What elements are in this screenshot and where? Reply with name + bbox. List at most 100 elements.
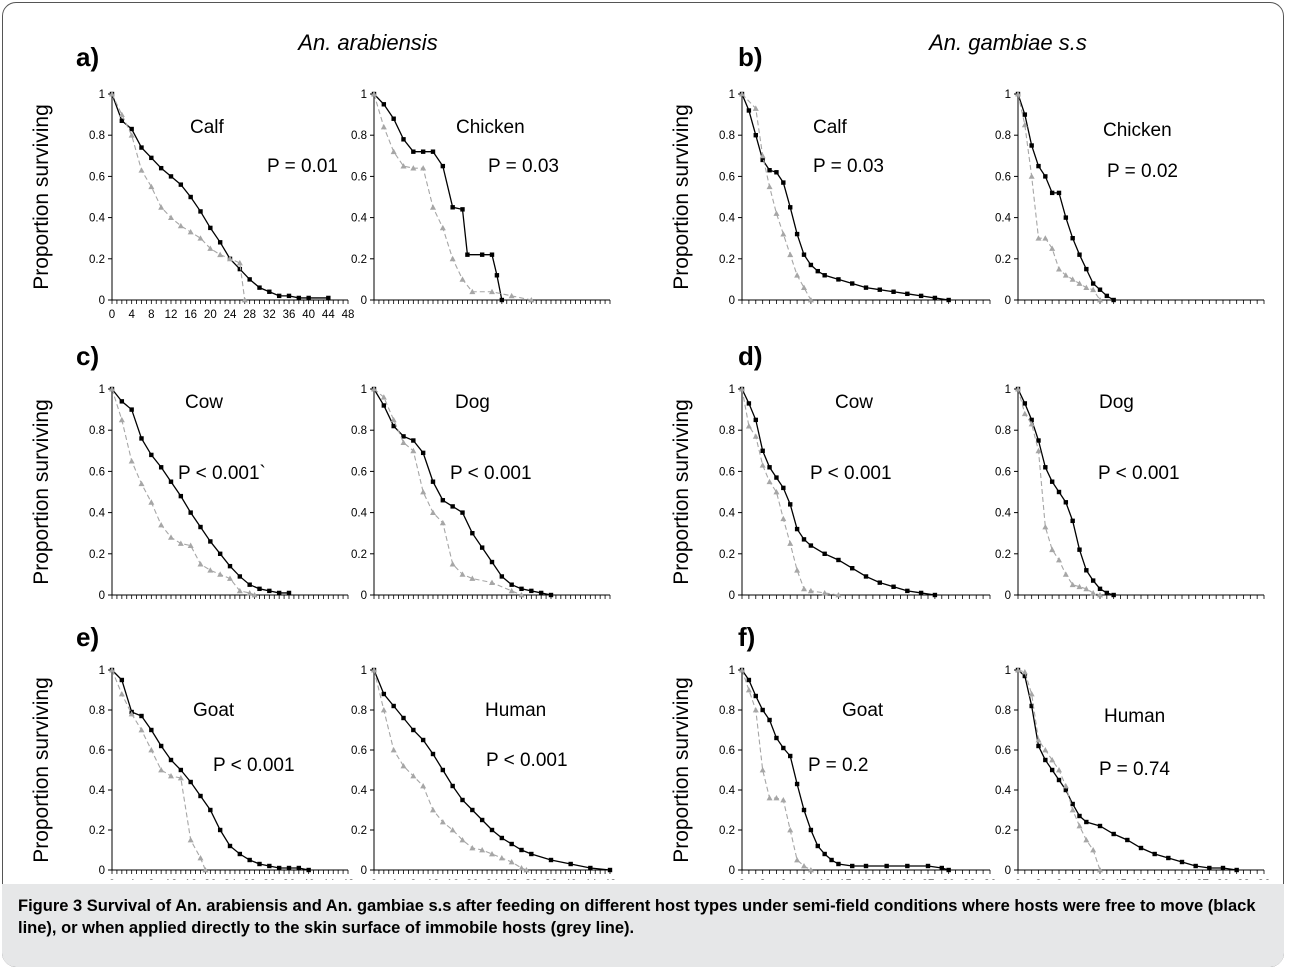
x-tick-label: 28	[243, 309, 256, 321]
data-point-immobile	[752, 707, 759, 713]
data-point-free-moving	[1043, 174, 1048, 179]
data-point-immobile	[109, 667, 115, 673]
data-point-free-moving	[836, 557, 841, 563]
data-point-free-moving	[774, 475, 779, 480]
data-point-free-moving	[499, 574, 505, 579]
data-point-free-moving	[905, 863, 910, 869]
data-point-free-moving	[1220, 865, 1226, 871]
data-point-immobile	[148, 183, 155, 190]
y-tick-label: 0.6	[89, 171, 105, 183]
data-point-free-moving	[877, 287, 882, 292]
data-point-immobile	[469, 288, 476, 295]
data-point-immobile	[1090, 589, 1097, 596]
data-point-immobile	[759, 462, 766, 468]
data-point-immobile	[739, 91, 745, 97]
x-tick-label: 48	[604, 879, 617, 880]
y-tick-label: 0.8	[719, 705, 735, 717]
x-tick-label: 3	[759, 879, 765, 880]
data-point-free-moving	[430, 751, 436, 757]
data-point-immobile	[1083, 585, 1090, 592]
data-point-immobile	[148, 499, 155, 505]
data-point-free-moving	[863, 574, 869, 579]
data-point-free-moving	[1070, 236, 1075, 241]
data-point-immobile	[1083, 284, 1090, 291]
data-point-free-moving	[1022, 673, 1028, 679]
data-point-immobile	[390, 416, 397, 423]
data-point-immobile	[508, 292, 515, 299]
data-point-immobile	[217, 571, 224, 577]
data-point-free-moving	[918, 590, 924, 596]
series-line-immobile	[741, 93, 812, 301]
caption-box	[2, 884, 1284, 967]
data-point-free-moving	[1056, 190, 1062, 196]
series-line-free-moving	[111, 93, 329, 299]
data-point-immobile	[508, 587, 515, 594]
data-point-immobile	[177, 222, 184, 229]
data-point-free-moving	[276, 590, 282, 596]
data-point-free-moving	[1090, 281, 1096, 286]
y-tick-label: 0.4	[995, 508, 1012, 520]
data-point-immobile	[1090, 847, 1097, 853]
data-point-free-moving	[529, 588, 534, 594]
y-tick-label: 0	[729, 295, 735, 307]
x-tick-label: 36	[1258, 879, 1271, 880]
data-point-free-moving	[1029, 143, 1034, 148]
data-point-free-moving	[925, 863, 931, 869]
y-tick-label: 0.2	[89, 825, 105, 837]
data-point-immobile	[430, 807, 436, 813]
data-point-free-moving	[296, 295, 302, 301]
data-point-immobile	[479, 847, 486, 853]
data-point-immobile	[439, 224, 446, 231]
data-point-free-moving	[781, 485, 786, 491]
species-title-arabiensis: An. arabiensis	[296, 30, 437, 55]
data-point-free-moving	[149, 452, 154, 458]
data-point-immobile	[1076, 280, 1083, 286]
x-tick-label: 4	[128, 879, 135, 880]
data-point-immobile	[439, 819, 446, 825]
p-value-annotation: P < 0.001	[213, 755, 295, 776]
data-point-free-moving	[760, 157, 765, 163]
x-tick-label: 32	[263, 879, 276, 880]
data-point-free-moving	[801, 537, 807, 542]
data-point-free-moving	[753, 133, 758, 138]
data-point-immobile	[410, 447, 417, 454]
data-point-free-moving	[489, 827, 495, 833]
y-tick-label: 0.2	[89, 549, 105, 561]
data-point-free-moving	[1111, 297, 1116, 303]
data-point-free-moving	[781, 745, 786, 751]
data-point-immobile	[759, 152, 766, 159]
data-point-free-moving	[509, 582, 514, 587]
y-axis-title: Proportion surviving	[30, 399, 53, 585]
data-point-immobile	[148, 747, 155, 753]
y-tick-label: 0.8	[89, 425, 105, 437]
x-tick-label: 18	[860, 879, 873, 880]
data-point-immobile	[410, 165, 417, 171]
data-point-immobile	[752, 105, 759, 111]
data-point-free-moving	[1043, 465, 1048, 470]
data-point-immobile	[518, 865, 525, 871]
data-point-immobile	[807, 867, 814, 873]
data-point-free-moving	[1138, 845, 1144, 851]
x-tick-label: 12	[165, 309, 178, 321]
data-point-immobile	[420, 783, 427, 789]
data-point-free-moving	[450, 504, 455, 509]
data-point-free-moving	[801, 807, 807, 813]
data-point-immobile	[1062, 272, 1069, 278]
data-point-immobile	[371, 386, 377, 392]
data-point-free-moving	[420, 149, 426, 154]
data-point-free-moving	[1193, 863, 1198, 869]
y-tick-label: 0.2	[89, 254, 105, 266]
x-tick-label: 0	[371, 879, 377, 880]
host-label: Calf	[190, 117, 225, 138]
data-point-immobile	[251, 592, 258, 598]
data-point-immobile	[1035, 447, 1042, 454]
data-point-immobile	[390, 148, 397, 155]
data-point-immobile	[449, 827, 456, 833]
data-point-free-moving	[401, 715, 406, 721]
y-tick-label: 0.4	[351, 508, 368, 520]
data-point-free-moving	[158, 165, 164, 171]
y-tick-label: 0.4	[351, 213, 368, 225]
series-line-immobile	[111, 669, 206, 871]
y-tick-label: 0.8	[351, 130, 367, 142]
data-point-immobile	[794, 272, 801, 278]
